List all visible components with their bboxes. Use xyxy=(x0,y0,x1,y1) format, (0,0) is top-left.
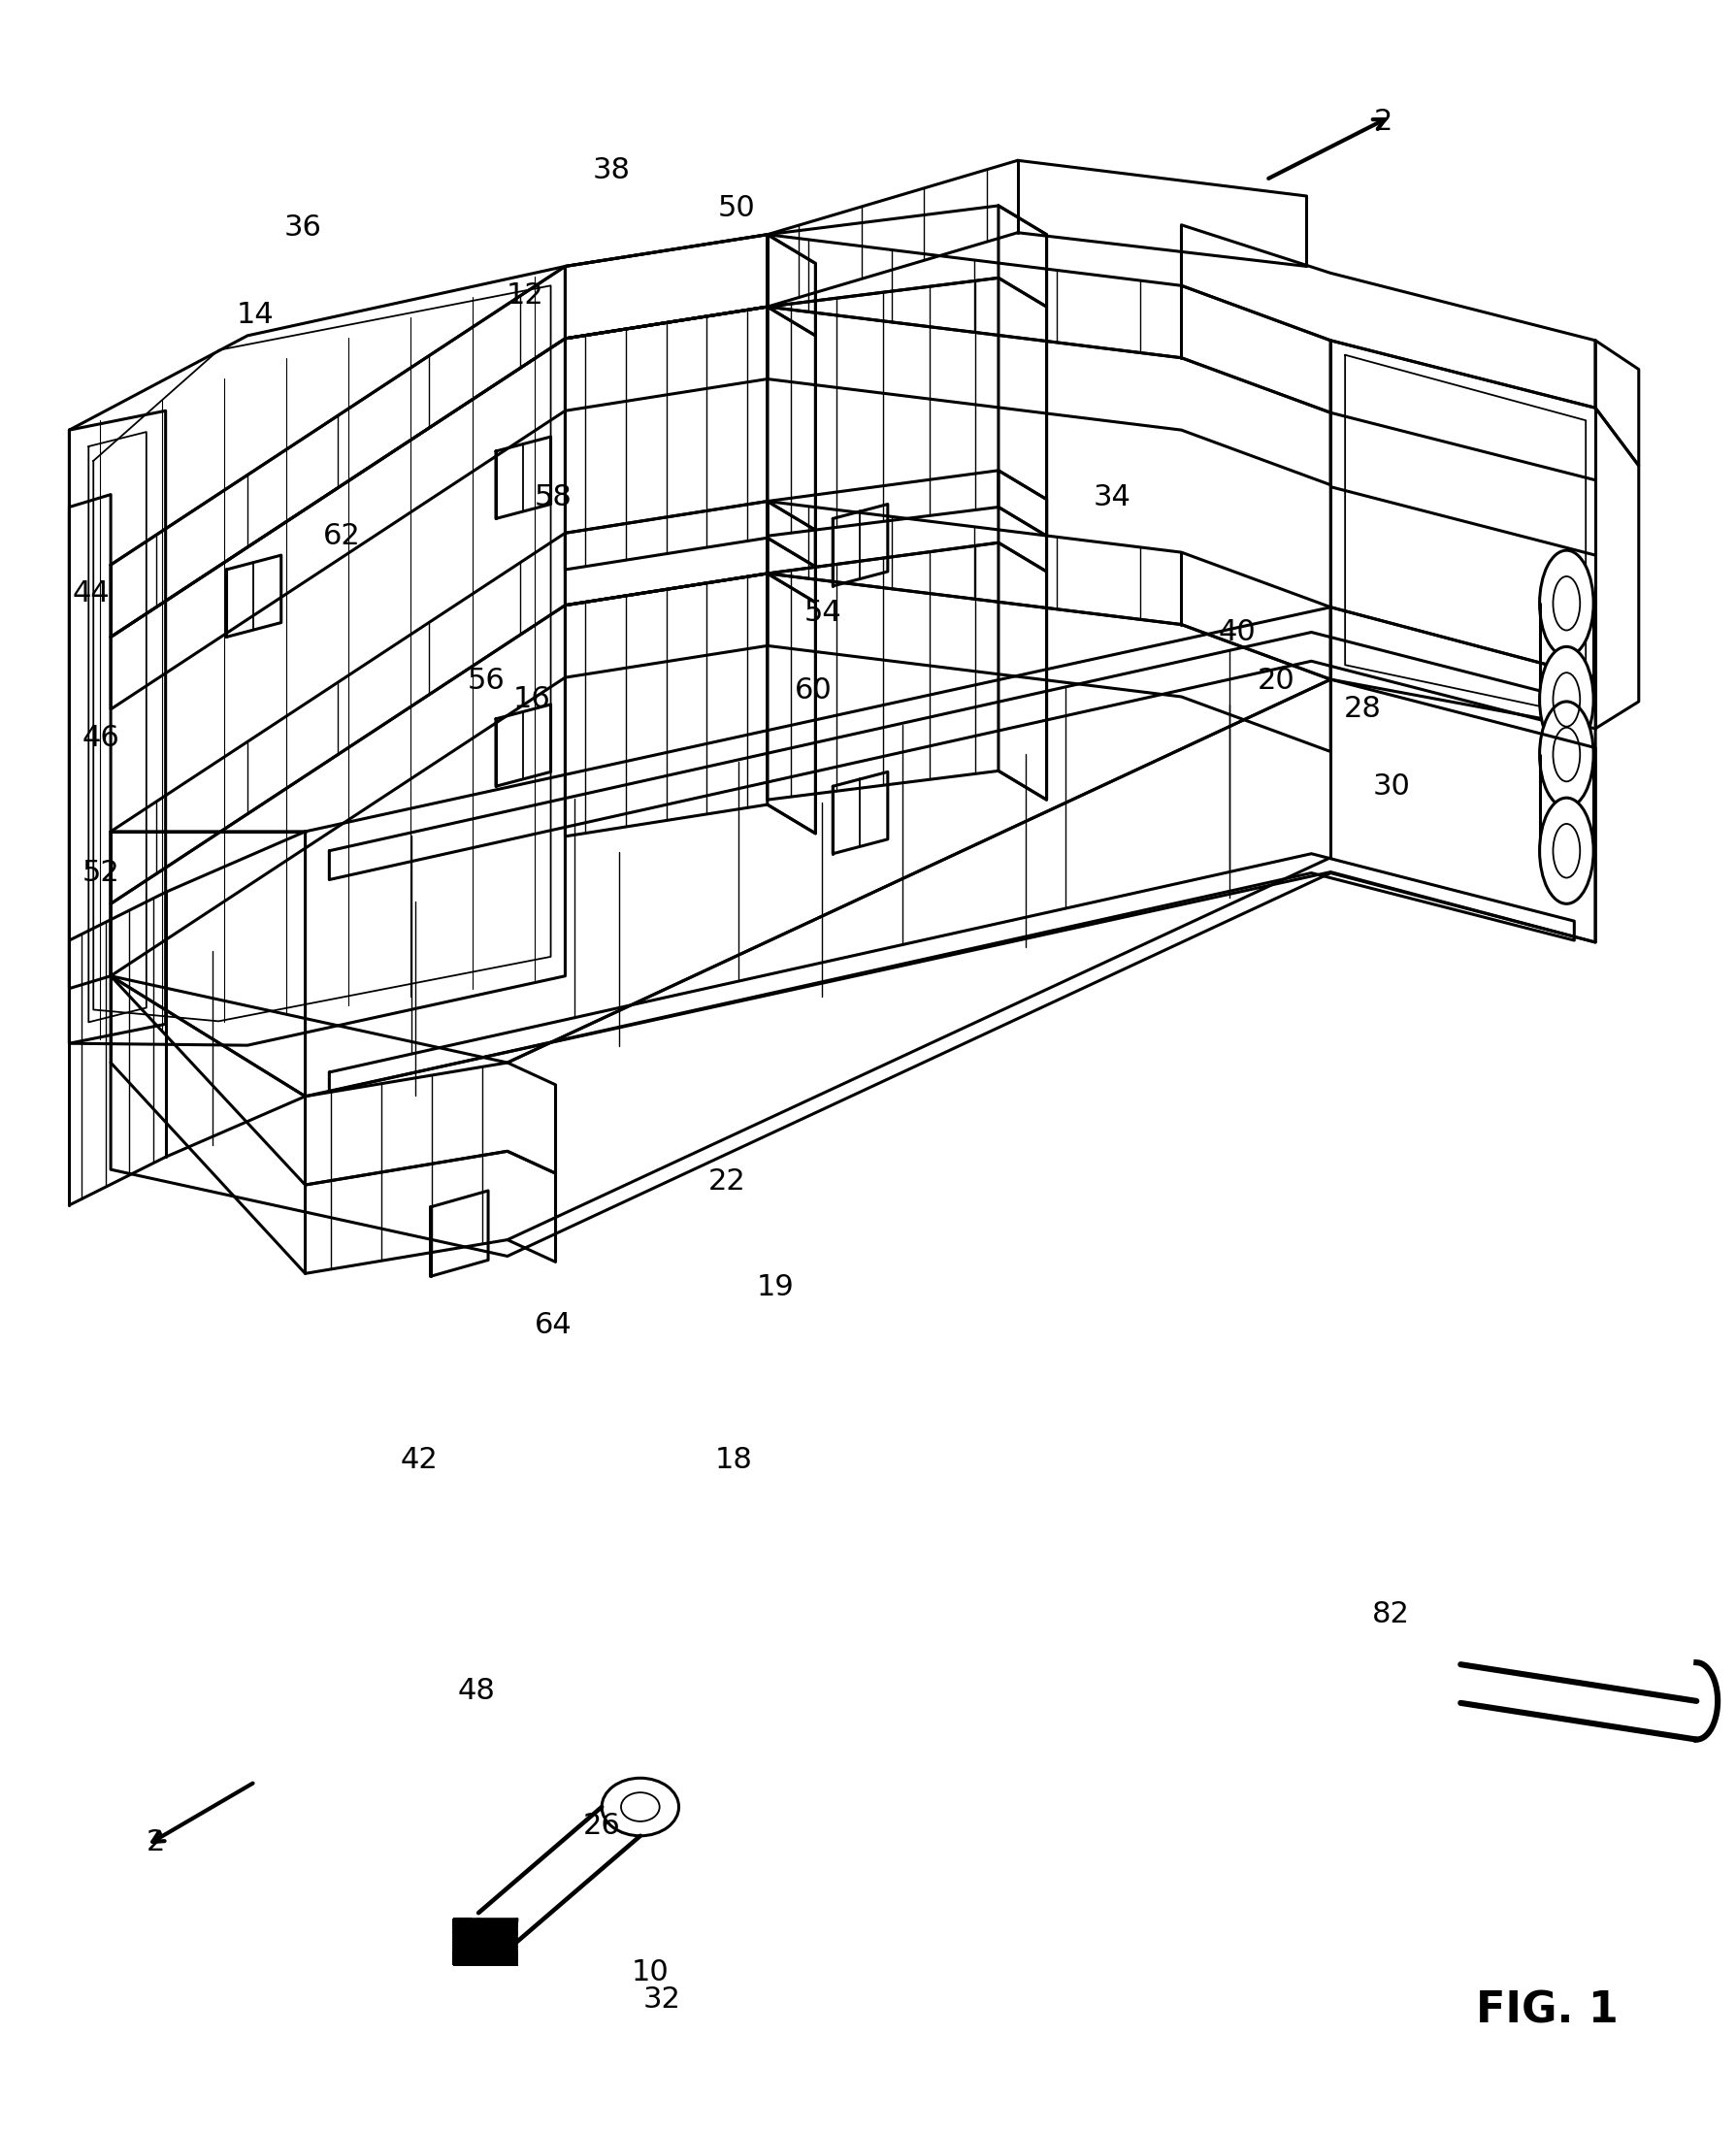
Polygon shape xyxy=(69,495,111,989)
Polygon shape xyxy=(306,1062,556,1185)
Text: 28: 28 xyxy=(1344,695,1382,723)
Text: 2: 2 xyxy=(1375,109,1392,136)
Polygon shape xyxy=(767,574,1332,753)
Polygon shape xyxy=(566,307,816,569)
Polygon shape xyxy=(111,831,306,1096)
Polygon shape xyxy=(566,235,816,339)
Polygon shape xyxy=(998,471,1047,800)
Polygon shape xyxy=(496,704,550,787)
Text: 16: 16 xyxy=(512,687,550,714)
Text: 19: 19 xyxy=(757,1273,793,1301)
Text: 22: 22 xyxy=(708,1166,746,1196)
Polygon shape xyxy=(767,544,1047,800)
Polygon shape xyxy=(111,680,1595,1256)
Polygon shape xyxy=(111,235,767,637)
Text: 54: 54 xyxy=(804,599,842,627)
Polygon shape xyxy=(833,772,887,853)
Text: 82: 82 xyxy=(1373,1601,1410,1629)
Text: 52: 52 xyxy=(82,859,120,887)
Ellipse shape xyxy=(1540,550,1594,657)
Text: 58: 58 xyxy=(535,484,573,512)
Polygon shape xyxy=(69,411,165,1043)
Text: 20: 20 xyxy=(1257,667,1295,695)
Text: 30: 30 xyxy=(1373,772,1410,800)
Text: 10: 10 xyxy=(632,1959,668,1987)
Polygon shape xyxy=(767,307,1332,484)
Ellipse shape xyxy=(1540,701,1594,808)
Polygon shape xyxy=(1595,341,1639,465)
Text: 12: 12 xyxy=(505,281,543,309)
Polygon shape xyxy=(496,437,550,518)
Text: 50: 50 xyxy=(717,194,755,222)
Polygon shape xyxy=(566,574,816,836)
Polygon shape xyxy=(306,608,1595,1096)
Polygon shape xyxy=(566,501,816,605)
Ellipse shape xyxy=(1540,797,1594,904)
Text: 26: 26 xyxy=(583,1812,620,1840)
Polygon shape xyxy=(431,1190,488,1277)
Polygon shape xyxy=(111,574,767,976)
Ellipse shape xyxy=(602,1778,679,1836)
Polygon shape xyxy=(111,501,767,904)
Text: 62: 62 xyxy=(323,522,361,550)
Polygon shape xyxy=(833,503,887,586)
Text: 60: 60 xyxy=(795,676,832,704)
Text: 40: 40 xyxy=(1219,618,1257,646)
Text: 48: 48 xyxy=(458,1678,495,1706)
Polygon shape xyxy=(767,235,1332,414)
Polygon shape xyxy=(767,471,1047,574)
Polygon shape xyxy=(767,501,1332,680)
Polygon shape xyxy=(1182,224,1595,407)
Text: FIG. 1: FIG. 1 xyxy=(1476,1989,1618,2032)
Text: 44: 44 xyxy=(73,580,111,608)
Text: 56: 56 xyxy=(467,667,505,695)
Text: 18: 18 xyxy=(715,1445,752,1475)
Polygon shape xyxy=(767,235,816,567)
Text: 14: 14 xyxy=(236,301,274,328)
Text: 38: 38 xyxy=(592,156,630,183)
Text: 36: 36 xyxy=(285,213,323,241)
Ellipse shape xyxy=(1540,646,1594,753)
Text: 42: 42 xyxy=(399,1445,437,1475)
Polygon shape xyxy=(767,501,816,834)
Polygon shape xyxy=(767,277,1047,535)
Text: 46: 46 xyxy=(82,725,120,753)
Text: 32: 32 xyxy=(642,1985,681,2013)
Polygon shape xyxy=(767,205,1047,307)
Text: 34: 34 xyxy=(1094,484,1130,512)
Text: 64: 64 xyxy=(535,1311,573,1339)
Text: 2: 2 xyxy=(146,1829,165,1857)
Polygon shape xyxy=(1332,341,1639,729)
Polygon shape xyxy=(998,205,1047,535)
Polygon shape xyxy=(69,266,566,1045)
Polygon shape xyxy=(226,554,281,637)
Polygon shape xyxy=(306,1151,556,1273)
Polygon shape xyxy=(111,307,767,710)
